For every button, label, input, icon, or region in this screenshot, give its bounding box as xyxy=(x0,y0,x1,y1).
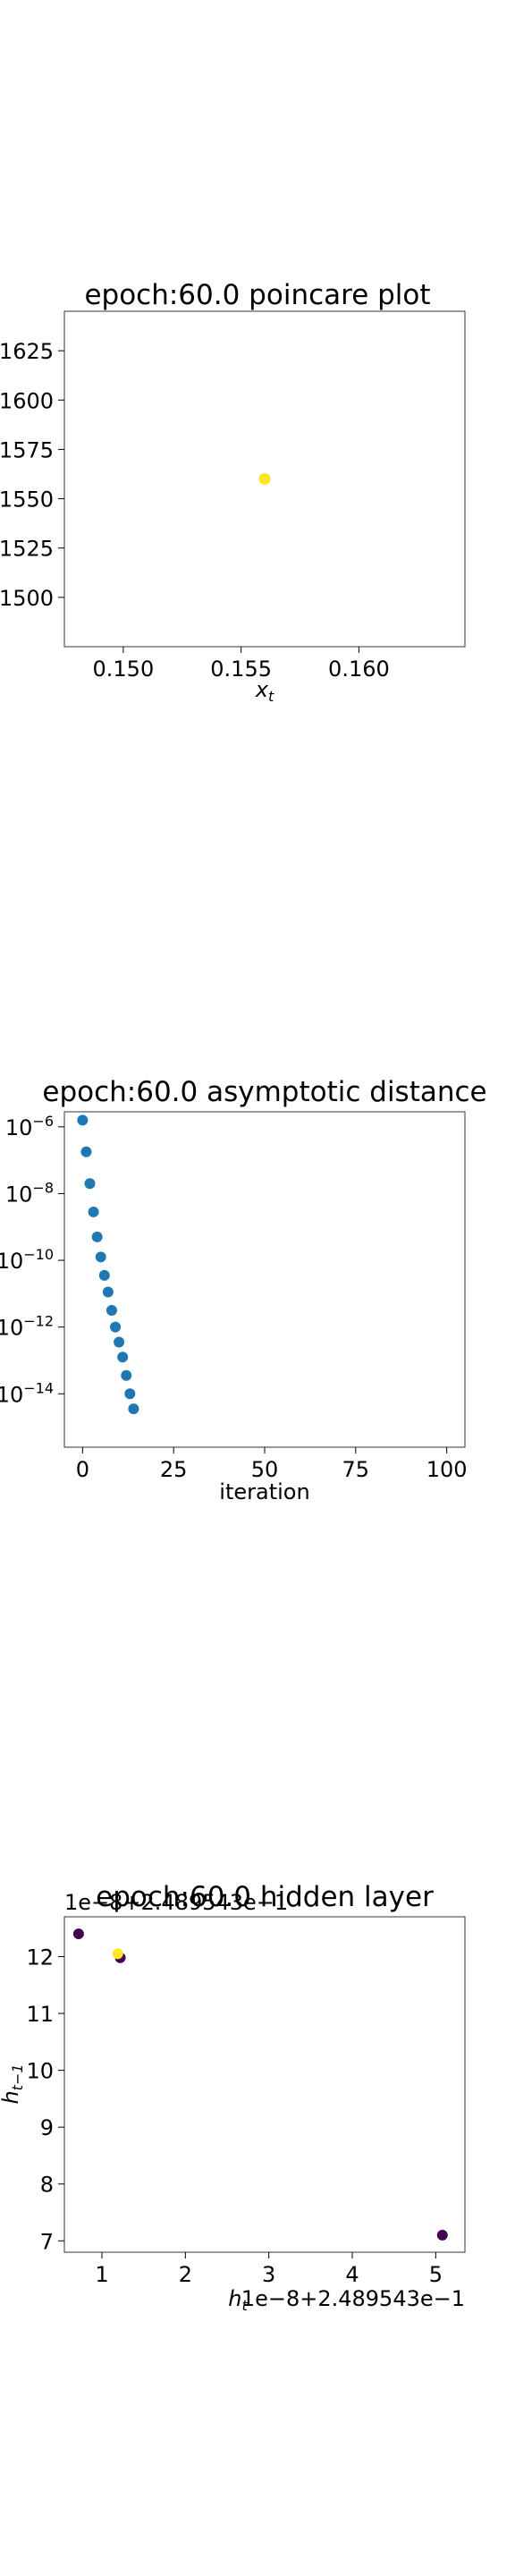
y-tick-label: 1625 xyxy=(0,339,54,364)
y-tick-label: 7 xyxy=(40,2229,54,2254)
scatter-point xyxy=(84,1178,96,1190)
x-tick-label: 50 xyxy=(251,1457,279,1482)
poincare-plot-chart: epoch:60.0 poincare plot 0.150 0.155 0.160… xyxy=(0,279,466,705)
y-tick-label: 10−6 xyxy=(5,1113,54,1140)
hidden-layer-y-label: ht−1 xyxy=(0,2063,26,2104)
y-tick-label: 12 xyxy=(26,1945,54,1970)
scatter-point xyxy=(117,1352,129,1363)
asymptotic-distance-x-ticks: 0 25 50 75 100 xyxy=(76,1447,468,1482)
x-tick-label: 25 xyxy=(160,1457,188,1482)
hidden-layer-points xyxy=(72,1928,448,2241)
poincare-plot-points xyxy=(258,473,271,485)
scatter-point xyxy=(102,1286,114,1298)
scatter-point xyxy=(121,1369,132,1381)
y-tick-label: 1575 xyxy=(0,437,54,462)
hidden-layer-chart: 1e−8+2.489543e−1 epoch:60.0 hidden layer… xyxy=(0,1881,466,2314)
y-tick-label: 11 xyxy=(26,2002,54,2027)
scatter-point xyxy=(124,1388,136,1400)
y-tick-label: 1550 xyxy=(0,487,54,513)
x-tick-label: 0 xyxy=(76,1457,89,1482)
x-tick-label: 75 xyxy=(342,1457,370,1482)
x-tick-label: 4 xyxy=(345,2262,359,2287)
y-tick-label: 10−14 xyxy=(0,1379,54,1407)
scatter-point xyxy=(436,2229,448,2241)
asymptotic-distance-y-ticks: 10−6 10−8 10−10 10−12 10−14 xyxy=(0,1113,64,1407)
y-tick-label: 10−8 xyxy=(5,1179,54,1207)
hidden-layer-y-ticks: 7 8 9 10 11 12 xyxy=(26,1945,64,2254)
x-tick-label: 0.160 xyxy=(328,657,390,682)
hidden-layer-y-offset-text: 1e−8+2.489543e−1 xyxy=(64,1890,288,1915)
x-tick-label: 0.150 xyxy=(93,657,155,682)
y-tick-label: 10−12 xyxy=(0,1313,54,1341)
scatter-point xyxy=(91,1231,103,1242)
scatter-point xyxy=(88,1206,99,1217)
poincare-plot-title: epoch:60.0 poincare plot xyxy=(84,279,430,311)
scatter-point xyxy=(128,1403,139,1415)
hidden-layer-title: epoch:60.0 hidden layer xyxy=(96,1881,434,1913)
poincare-plot-x-ticks: 0.150 0.155 0.160 xyxy=(93,647,390,682)
y-tick-label: 1600 xyxy=(0,388,54,413)
hidden-layer-x-label: ht xyxy=(228,2286,248,2314)
y-tick-label: 8 xyxy=(40,2173,54,2198)
poincare-plot-frame xyxy=(63,310,466,648)
hidden-layer-x-offset-text: 1e−8+2.489543e−1 xyxy=(241,2286,465,2311)
hidden-layer-frame xyxy=(63,1916,466,2253)
asymptotic-distance-points xyxy=(77,1114,139,1415)
scatter-point xyxy=(95,1251,106,1263)
x-tick-label: 5 xyxy=(429,2262,443,2287)
hidden-layer-x-ticks: 1 2 3 4 5 xyxy=(95,2252,443,2287)
scatter-point xyxy=(98,1269,110,1281)
scatter-point xyxy=(106,1305,117,1317)
scatter-point xyxy=(112,1948,123,1960)
scatter-point xyxy=(110,1321,122,1333)
x-tick-label: 3 xyxy=(262,2262,275,2287)
y-tick-label: 10−10 xyxy=(0,1246,54,1274)
asymptotic-distance-frame xyxy=(63,1111,466,1448)
scatter-point xyxy=(77,1114,89,1126)
asymptotic-distance-x-label: iteration xyxy=(219,1479,309,1504)
y-tick-label: 9 xyxy=(40,2115,54,2140)
scatter-point xyxy=(80,1146,92,1157)
scatter-point xyxy=(114,1336,125,1348)
y-tick-label: 1500 xyxy=(0,586,54,611)
x-tick-label: 1 xyxy=(95,2262,108,2287)
scatter-point xyxy=(258,473,271,485)
scatter-point xyxy=(72,1928,84,1940)
poincare-plot-y-ticks: 1500 1525 1550 1575 1600 1625 xyxy=(0,339,64,611)
asymptotic-distance-chart: epoch:60.0 asymptotic distance 0 25 50 75 10… xyxy=(0,1076,487,1504)
x-tick-label: 2 xyxy=(179,2262,192,2287)
asymptotic-distance-title: epoch:60.0 asymptotic distance xyxy=(42,1076,486,1108)
x-tick-label: 0.155 xyxy=(210,657,272,682)
poincare-plot-x-label: xt xyxy=(255,677,274,705)
y-tick-label: 10 xyxy=(26,2059,54,2084)
x-tick-label: 100 xyxy=(426,1457,468,1482)
y-tick-label: 1525 xyxy=(0,537,54,562)
